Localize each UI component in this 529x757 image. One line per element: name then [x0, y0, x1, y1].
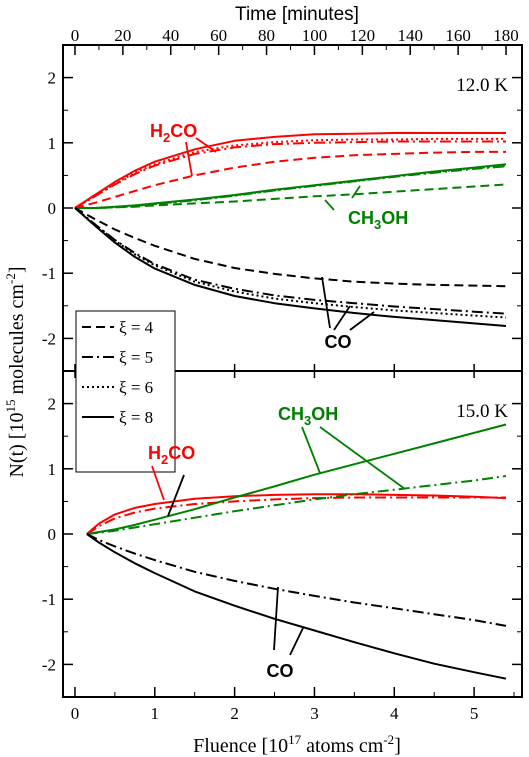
x-tick-label: 3 — [310, 704, 319, 723]
series-line-h2co-solid — [86, 493, 507, 535]
top-panel-lines — [74, 132, 507, 327]
series-line-co-dashed — [74, 207, 507, 288]
legend-label: ξ = 6 — [119, 378, 153, 397]
fluence-label-end: ] — [394, 735, 401, 757]
legend: ξ = 4 ξ = 5 ξ = 6 ξ = 8 — [75, 310, 176, 473]
time-tick-label: 160 — [445, 26, 471, 45]
annotations: H2CO CH3OH CO H2CO CH3OH CO — [148, 121, 408, 681]
annotation-leader — [301, 426, 321, 474]
annotation-leader — [151, 465, 165, 501]
x-tick-label: 2 — [230, 704, 239, 723]
annotation-leader — [185, 141, 193, 177]
series-line-co-dotted — [74, 207, 507, 319]
series-line-co-solid — [74, 207, 507, 327]
time-tick-label: 180 — [493, 26, 519, 45]
time-tick-label: 100 — [302, 26, 328, 45]
y-tick-label: 2 — [48, 395, 57, 414]
time-tick-label: 0 — [71, 26, 80, 45]
annotation-ch3oh: CH3OH — [278, 404, 338, 428]
x-tick-label: 1 — [151, 704, 160, 723]
y-label-unit: molecules cm — [6, 284, 28, 400]
annotation-co: CO — [267, 661, 294, 681]
time-axis-label: Time [minutes] — [235, 4, 359, 25]
x-tick-label: 4 — [390, 704, 399, 723]
annotation-leader — [321, 276, 331, 329]
annotation-leader — [349, 311, 375, 331]
fluence-axis-label: Fluence [1017 atoms cm-2] — [193, 732, 401, 757]
top-temperature-label: 12.0 K — [456, 75, 508, 96]
annotation-leader — [195, 137, 217, 153]
series-line-co-solid — [86, 533, 507, 680]
annotation-h2co: H2CO — [150, 121, 197, 145]
bottom-panel-lines — [86, 423, 507, 680]
y-tick-label: 1 — [48, 134, 57, 153]
legend-items: ξ = 4 ξ = 5 ξ = 6 ξ = 8 — [82, 318, 154, 427]
series-line-ch3oh-solid — [86, 423, 507, 535]
y-tick-label: -1 — [42, 264, 56, 283]
x-tick-label: 5 — [470, 704, 479, 723]
annotation-leader — [167, 474, 185, 517]
time-tick-label: 120 — [350, 26, 376, 45]
fluence-label-exp2: -2 — [383, 732, 394, 747]
annotation-leader — [319, 426, 406, 490]
y-label-end: ] — [6, 266, 28, 273]
y-tick-label: 2 — [48, 69, 57, 88]
series-line-h2co-dotted — [74, 137, 506, 209]
series-line-ch3oh-dotted — [75, 164, 507, 209]
time-tick-label: 80 — [258, 26, 275, 45]
y-tick-label: 0 — [48, 525, 57, 544]
y-label-exp1: 15 — [3, 400, 18, 413]
y-tick-label: -2 — [42, 329, 56, 348]
annotation-ch3oh: CH3OH — [348, 208, 408, 232]
y-label-main: N(t) [10 — [6, 413, 28, 478]
y-tick-label: 0 — [48, 199, 57, 218]
series-line-ch3oh-solid — [75, 163, 507, 209]
series-line-h2co-dashdot — [86, 496, 506, 535]
annotation-co: CO — [325, 332, 352, 352]
legend-label: ξ = 5 — [119, 348, 153, 367]
legend-label: ξ = 4 — [119, 318, 154, 337]
tick-layer: 0 1 2 3 4 50 20 40 60 80 100 120 140 160 180-2-1012-2-… — [42, 26, 522, 723]
y-tick-label: 1 — [48, 460, 57, 479]
y-tick-label: -1 — [42, 590, 56, 609]
annotation-leader — [324, 199, 335, 211]
series-line-co-dashdot — [86, 533, 507, 627]
time-tick-label: 60 — [210, 26, 227, 45]
time-tick-label: 40 — [162, 26, 179, 45]
time-tick-label: 20 — [114, 26, 131, 45]
fluence-label-main: Fluence [10 — [193, 735, 288, 757]
annotation-leader — [289, 627, 304, 656]
y-tick-label: -2 — [42, 655, 56, 674]
annotation-leader — [351, 185, 361, 199]
annotation-leader — [333, 305, 351, 331]
annotation-leader — [273, 586, 279, 651]
legend-label: ξ = 8 — [119, 408, 153, 427]
series-line-h2co-dashed — [74, 150, 506, 209]
annotation-h2co: H2CO — [148, 443, 195, 467]
series-line-ch3oh-dashdot — [86, 475, 507, 535]
x-tick-label: 0 — [71, 704, 80, 723]
series-line-h2co-solid — [74, 132, 506, 209]
fluence-label-exp1: 17 — [288, 732, 302, 747]
time-tick-label: 140 — [397, 26, 423, 45]
y-axis-label: N(t) [1015 molecules cm-2] — [3, 266, 28, 477]
bottom-temperature-label: 15.0 K — [456, 401, 508, 422]
y-label-exp2: -2 — [3, 273, 18, 284]
fluence-label-unit: atoms cm — [301, 735, 384, 757]
legend-box — [75, 310, 176, 473]
